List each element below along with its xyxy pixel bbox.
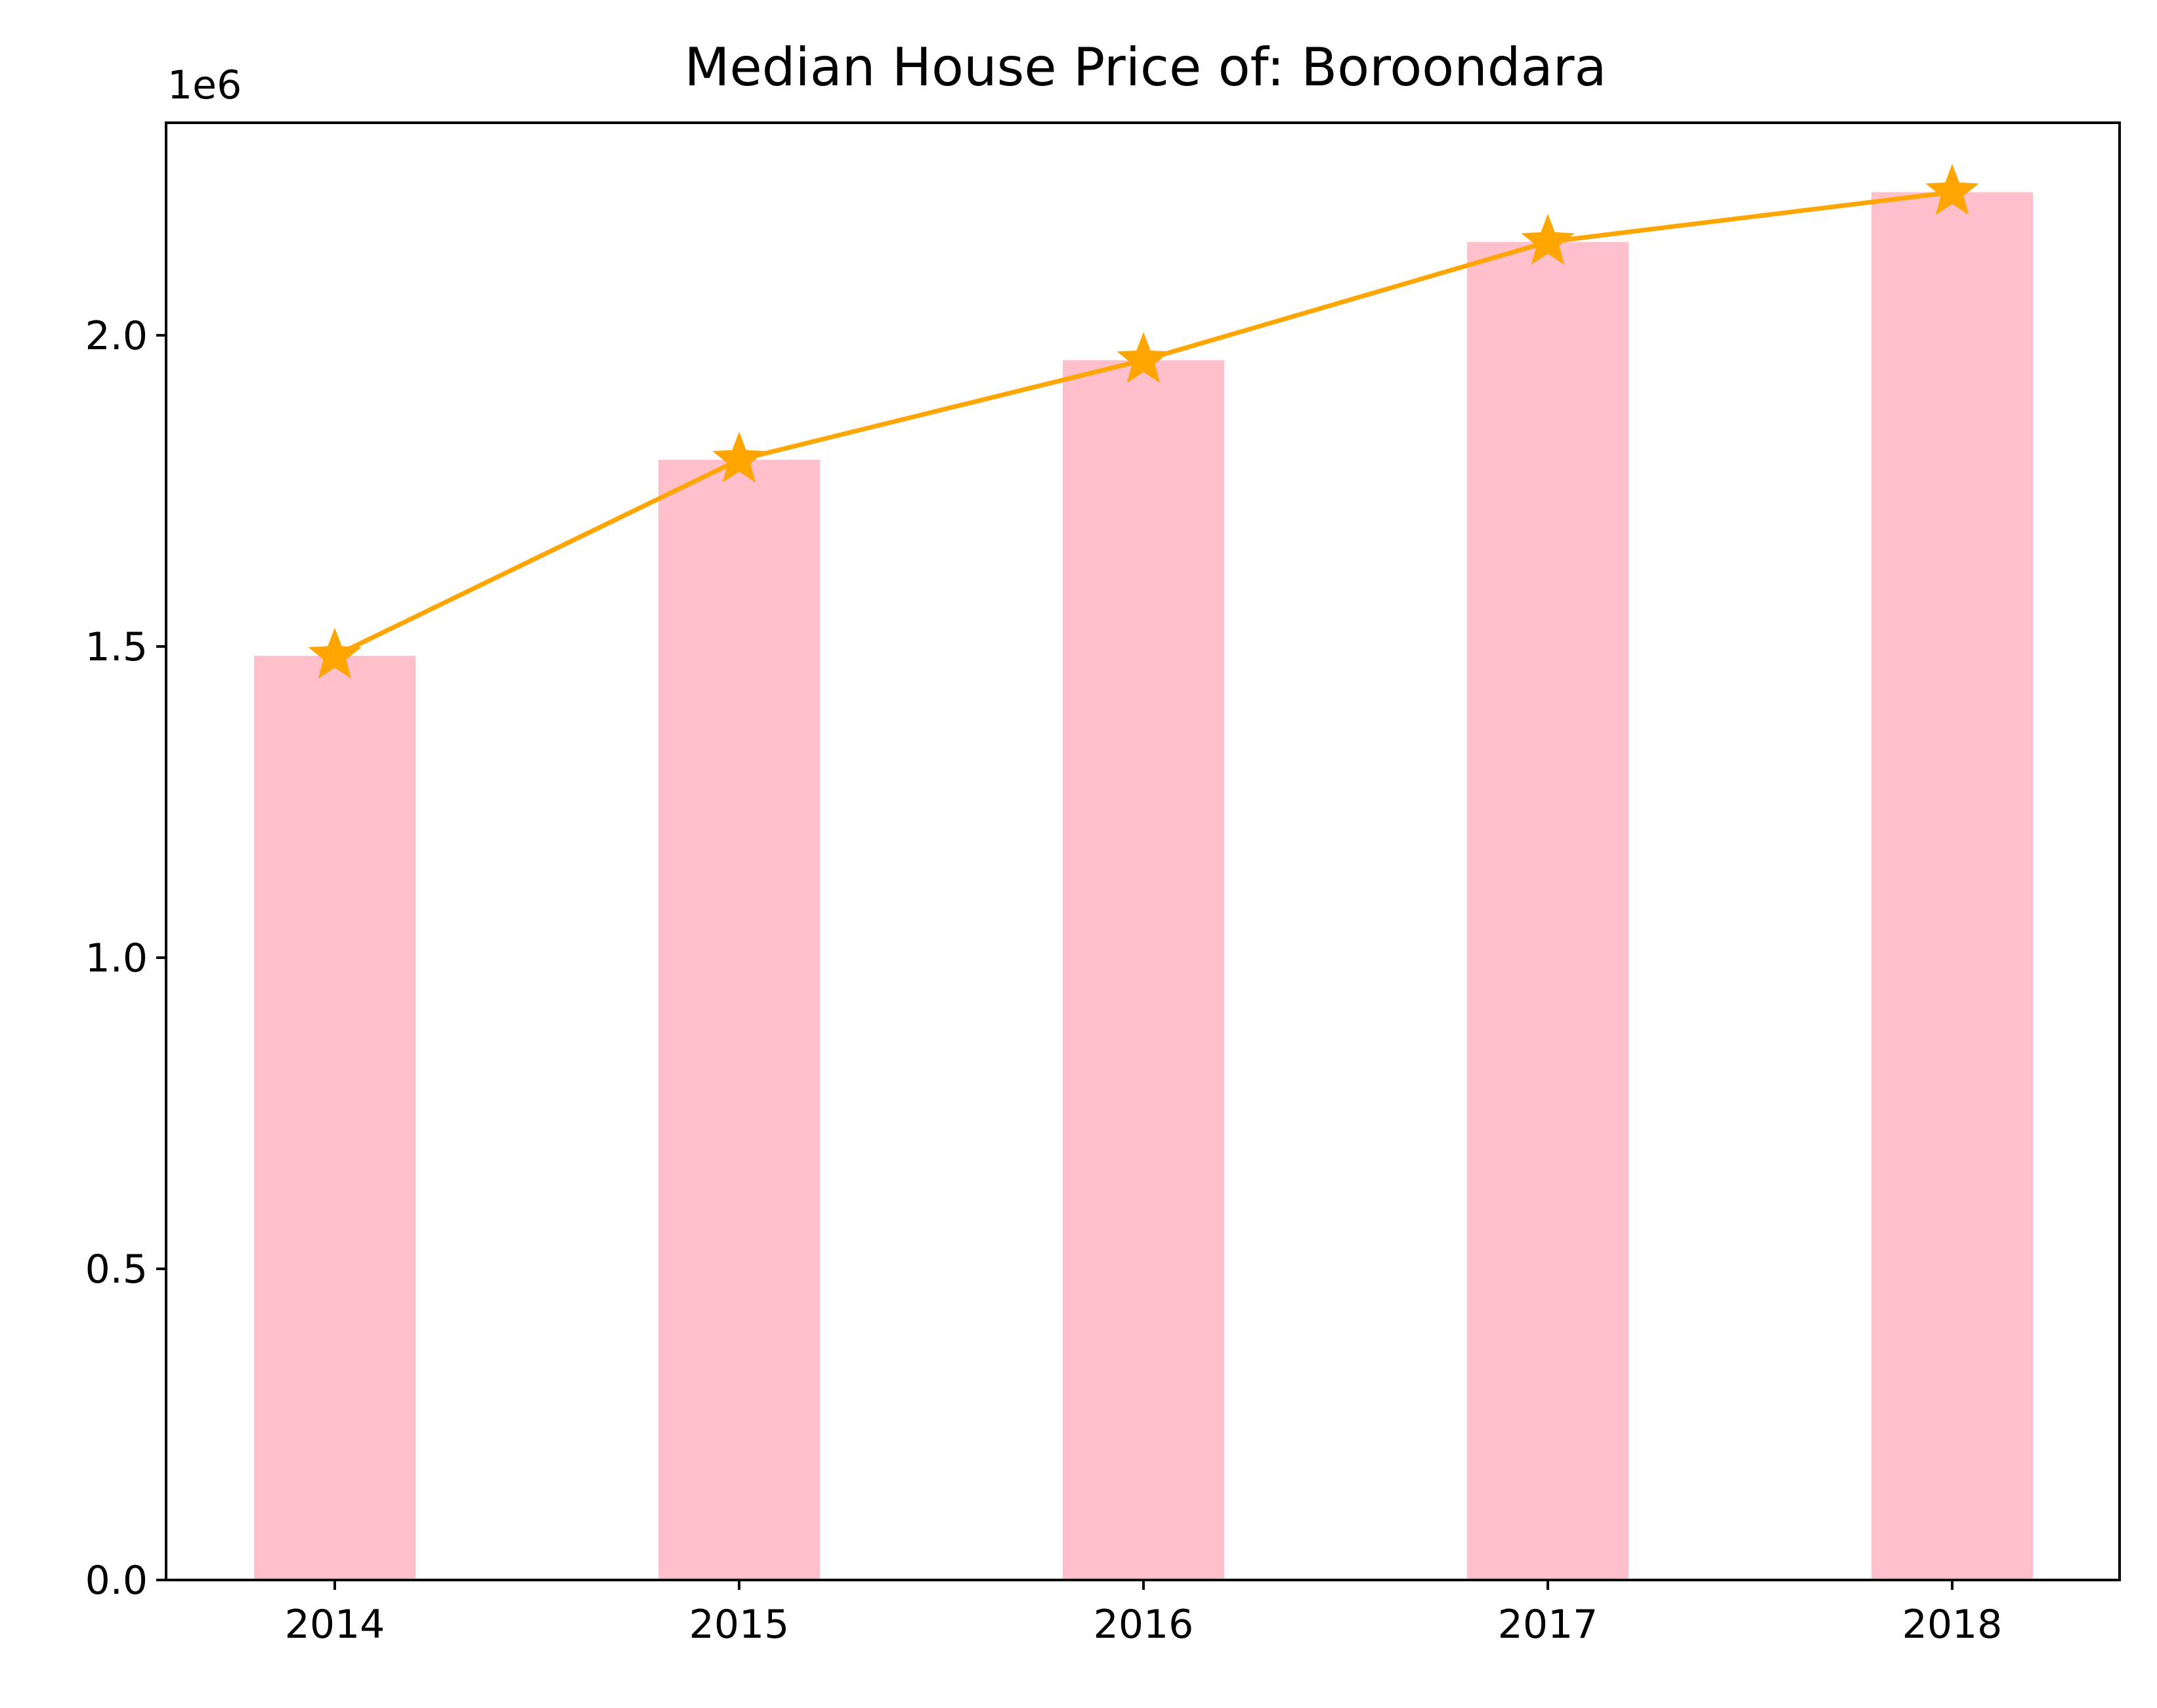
bars-layer (254, 192, 2033, 1581)
x-tick-label: 2016 (1094, 1602, 1194, 1648)
bar-2016 (1063, 360, 1224, 1580)
plot-frame (165, 121, 2121, 1581)
star-marker-2016 (1117, 331, 1170, 383)
x-tick-label: 2014 (285, 1602, 385, 1648)
x-tick-label: 2018 (1902, 1602, 2003, 1648)
y-tick-label: 0.0 (85, 1558, 148, 1604)
x-tick-label: 2015 (689, 1602, 790, 1648)
chart-title: Median House Price of: Boroondara (684, 37, 1606, 98)
y-offset-label: 1e6 (167, 62, 242, 108)
y-tick-label: 1.5 (85, 624, 148, 670)
line-layer (308, 163, 1979, 679)
bar-2017 (1467, 242, 1629, 1580)
star-marker-2014 (308, 628, 362, 679)
y-tick-label: 0.5 (85, 1247, 148, 1292)
y-tick-label: 1.0 (85, 935, 148, 981)
axes-layer: 0.0 0.5 1.0 1.5 2.0 2014 2015 2016 2017 2018 (85, 313, 2003, 1648)
star-marker-2018 (1925, 163, 1979, 215)
star-marker-2015 (712, 431, 766, 483)
bar-2014 (254, 656, 416, 1580)
x-tick-label: 2017 (1498, 1602, 1598, 1648)
y-tick-label: 2.0 (85, 313, 148, 359)
star-marker-2017 (1521, 213, 1575, 265)
bar-2018 (1871, 192, 2033, 1580)
bar-2015 (658, 459, 820, 1581)
